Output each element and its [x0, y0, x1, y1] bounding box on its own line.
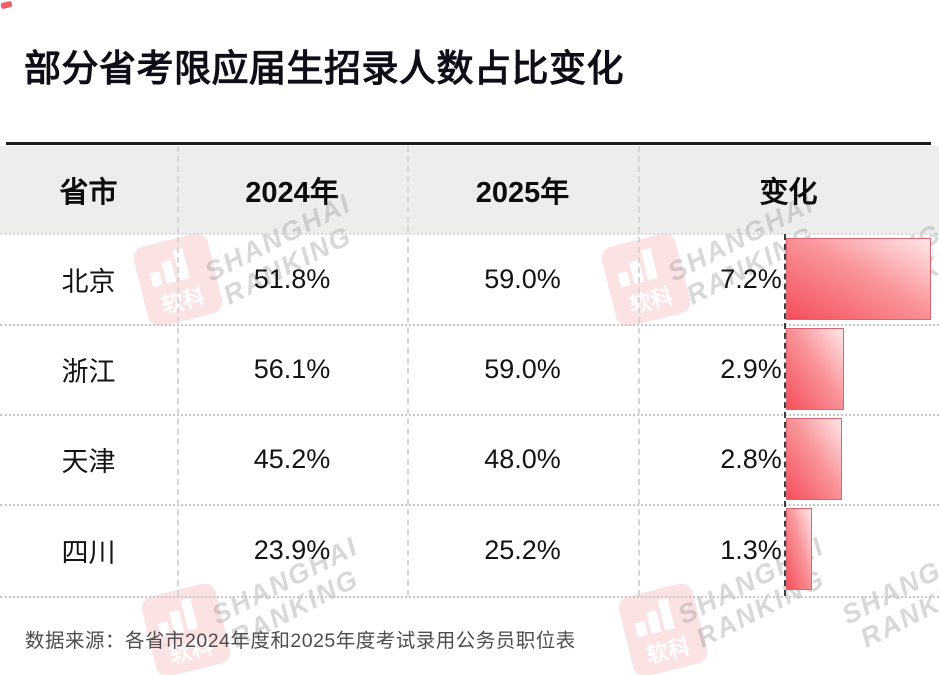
watermark-corner-fragment	[0, 0, 13, 10]
value-2025-cell: 59.0%	[484, 353, 561, 384]
value-2024-cell: 51.8%	[253, 263, 331, 294]
change-value-cell: 7.2%	[720, 263, 782, 294]
column-divider	[407, 146, 409, 596]
value-2024-cell: 45.2%	[253, 443, 331, 474]
row-separator	[0, 414, 939, 416]
value-2025-cell: 59.0%	[484, 263, 561, 294]
change-bar	[786, 238, 931, 320]
change-value-cell: 1.3%	[720, 534, 782, 565]
row-separator	[0, 324, 939, 326]
province-cell: 天津	[61, 446, 116, 477]
table-header-band	[0, 146, 939, 234]
value-2025-cell: 48.0%	[484, 443, 561, 474]
province-cell: 浙江	[61, 356, 116, 387]
header-province: 省市	[59, 177, 118, 209]
bar-baseline	[784, 234, 786, 596]
header-2025: 2025年	[475, 177, 570, 209]
change-value-cell: 2.8%	[720, 443, 782, 474]
change-bar	[786, 328, 844, 410]
change-value-cell: 2.9%	[720, 353, 782, 384]
ranking-logo-watermark: 软科	[618, 583, 708, 675]
data-source-note: 数据来源：各省市2024年度和2025年度考试录用公务员职位表	[25, 630, 576, 652]
row-separator	[0, 233, 939, 235]
value-2025-cell: 25.2%	[484, 534, 561, 565]
row-separator	[0, 504, 939, 506]
change-bar	[786, 508, 812, 590]
page-title: 部分省考限应届生招录人数占比变化	[24, 48, 624, 89]
province-cell: 四川	[61, 537, 116, 568]
header-change: 变化	[759, 177, 818, 209]
column-divider	[177, 146, 179, 596]
value-2024-cell: 56.1%	[253, 353, 331, 384]
title-divider	[6, 142, 931, 145]
header-2024: 2024年	[245, 177, 339, 209]
ranking-logo-watermark: 软科	[141, 583, 231, 675]
column-divider	[638, 146, 640, 596]
value-2024-cell: 23.9%	[253, 534, 331, 565]
table-row: 四川 23.9% 25.2% 1.3%	[0, 504, 939, 596]
table-row: 北京 51.8% 59.0% 7.2%	[0, 234, 939, 324]
row-separator	[0, 596, 939, 598]
ranking-logo-watermark: 软科	[601, 233, 691, 327]
change-bar	[786, 418, 842, 500]
table-row: 天津 45.2% 48.0% 2.8%	[0, 414, 939, 504]
province-cell: 北京	[61, 266, 116, 297]
table-row: 浙江 56.1% 59.0% 2.9%	[0, 324, 939, 414]
